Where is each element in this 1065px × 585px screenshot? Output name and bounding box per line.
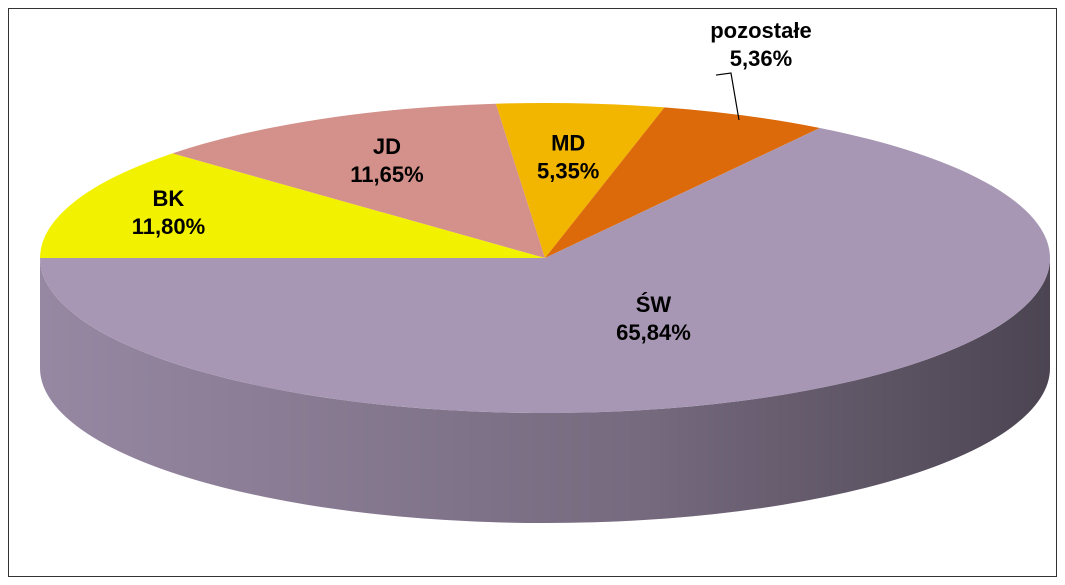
slice-value-label: 65,84% (616, 320, 691, 345)
slice-value-label: 11,80% (132, 214, 205, 239)
slice (495, 102, 665, 258)
slice-name: pozostałe (710, 18, 811, 43)
slice-name: MD (551, 130, 585, 155)
slice-side-shade (40, 258, 1050, 523)
slice-value-label: 5,36% (730, 46, 792, 71)
slice (172, 103, 545, 258)
slice-name: BK (153, 186, 185, 211)
slice-value-label: 11,65% (350, 162, 423, 187)
slice-name: JD (373, 134, 401, 159)
slice-value-label: 5,35% (537, 158, 599, 183)
slice-name: ŚW (636, 292, 672, 317)
slice (545, 107, 820, 258)
slice (40, 153, 545, 258)
slice (40, 127, 1050, 414)
leader-line (715, 72, 740, 121)
